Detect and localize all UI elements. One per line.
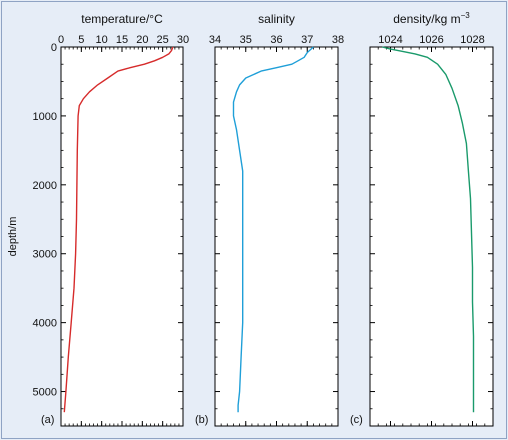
panel-title: density/kg m−3 xyxy=(393,11,470,26)
x-tick-label: 1026 xyxy=(419,34,443,46)
panel-label: (c) xyxy=(350,414,363,426)
x-tick-label: 1028 xyxy=(460,34,484,46)
plot-area xyxy=(369,46,494,427)
panel-1: temperature/°C 0 5 10 15 20 25 30 0 1000 2000 3000 4… xyxy=(7,12,189,427)
panel-2: salinity 34 35 36 37 38 (b) xyxy=(195,12,344,427)
plot-area xyxy=(214,46,339,427)
y-tick-label: 1000 xyxy=(33,111,57,123)
panel-title: salinity xyxy=(258,12,295,26)
x-tick-label: 20 xyxy=(136,34,148,46)
series-line-1 xyxy=(63,46,174,413)
series-line-1 xyxy=(232,46,314,413)
panel-title: temperature/°C xyxy=(81,12,163,26)
x-tick-label: 36 xyxy=(270,34,282,46)
y-tick-label: 2000 xyxy=(33,180,57,192)
panel-label: (b) xyxy=(195,414,208,426)
y-tick-label: 3000 xyxy=(33,249,57,261)
x-tick-label: 10 xyxy=(96,34,108,46)
x-tick-label: 1024 xyxy=(378,34,402,46)
y-axis-label: depth/m xyxy=(7,217,19,257)
y-tick-label: 4000 xyxy=(33,318,57,330)
x-tick-label: 15 xyxy=(116,34,128,46)
y-tick-label: 5000 xyxy=(33,387,57,399)
panel-label: (a) xyxy=(41,414,54,426)
x-tick-label: 30 xyxy=(177,34,189,46)
series-line-1 xyxy=(382,46,475,413)
x-tick-label: 0 xyxy=(58,34,64,46)
title-superscript: −3 xyxy=(461,11,471,20)
y-tick-label: 0 xyxy=(51,42,57,54)
x-tick-label: 37 xyxy=(301,34,313,46)
plot-area xyxy=(60,46,184,427)
panel-3: density/kg m−3 1024 1026 1028 (c) xyxy=(350,11,494,427)
x-tick-label: 34 xyxy=(209,34,221,46)
x-tick-label: 38 xyxy=(332,34,344,46)
x-tick-label: 25 xyxy=(157,34,169,46)
x-tick-label: 5 xyxy=(78,34,84,46)
x-tick-label: 35 xyxy=(240,34,252,46)
